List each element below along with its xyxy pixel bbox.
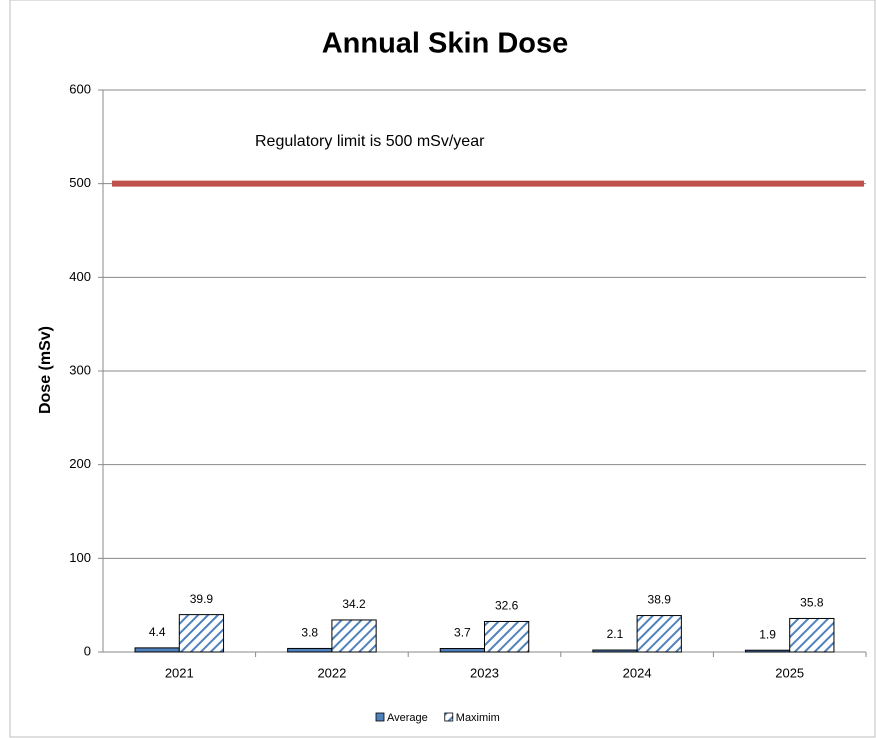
data-label: 32.6 <box>495 599 519 613</box>
data-label: 38.9 <box>648 593 672 607</box>
bar <box>331 619 377 653</box>
legend-label: Maximim <box>456 712 500 724</box>
bar <box>178 614 225 653</box>
bar <box>287 647 333 653</box>
data-label: 34.2 <box>342 597 366 611</box>
x-tick-label: 2023 <box>470 665 499 680</box>
y-tick-label: 100 <box>69 550 91 565</box>
bar <box>134 647 180 653</box>
annotation: Regulatory limit is 500 mSv/year <box>255 133 485 150</box>
legend-swatch <box>444 712 454 722</box>
x-tick-label: 2024 <box>623 665 652 680</box>
chart-title: Annual Skin Dose <box>322 28 569 60</box>
y-tick-label: 200 <box>69 456 91 471</box>
bar <box>592 649 638 653</box>
x-tick-label: 2025 <box>775 665 804 680</box>
y-tick-label: 0 <box>84 643 91 658</box>
bar <box>789 617 835 653</box>
y-axis-label: Dose (mSv) <box>37 326 54 414</box>
data-label: 35.8 <box>800 596 824 610</box>
x-tick-label: 2021 <box>165 665 194 680</box>
bar <box>636 615 682 653</box>
bar <box>744 649 791 653</box>
data-label: 3.7 <box>454 626 471 640</box>
data-label: 4.4 <box>149 625 166 639</box>
bar <box>484 620 530 653</box>
legend-swatch <box>375 712 385 722</box>
data-label: 39.9 <box>190 592 214 606</box>
x-tick-label: 2022 <box>317 665 346 680</box>
data-label: 3.8 <box>301 626 318 640</box>
y-tick-label: 400 <box>69 269 91 284</box>
legend-label: Average <box>387 712 428 724</box>
y-tick-label: 300 <box>69 362 91 377</box>
y-tick-label: 500 <box>69 175 91 190</box>
data-label: 2.1 <box>607 627 624 641</box>
bar <box>439 648 486 653</box>
chart-border <box>9 0 876 738</box>
data-label: 1.9 <box>759 627 776 641</box>
y-tick-label: 600 <box>69 81 91 96</box>
